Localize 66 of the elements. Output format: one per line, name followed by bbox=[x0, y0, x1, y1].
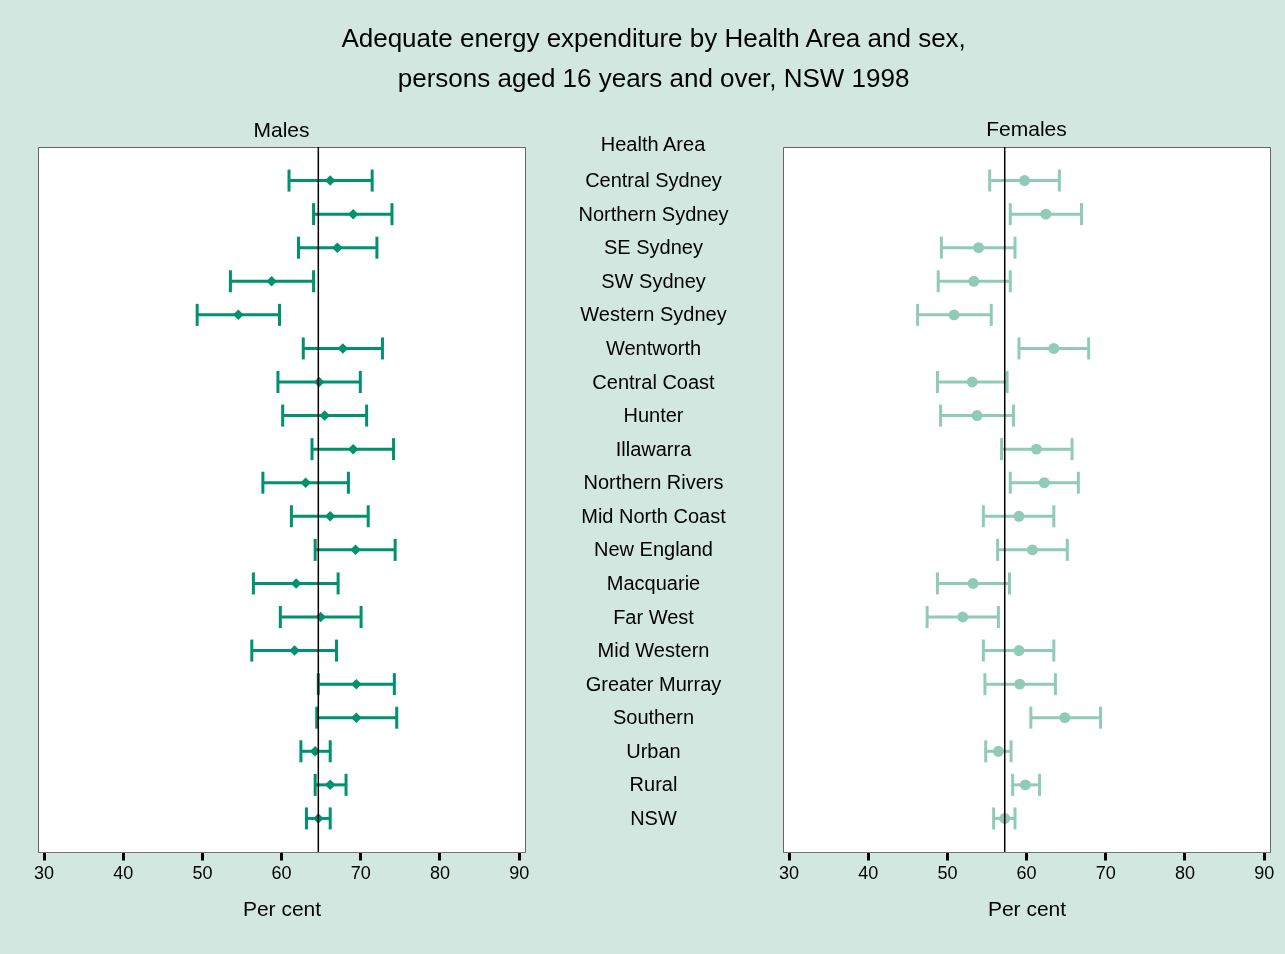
y-tick-label: SE Sydney bbox=[604, 236, 703, 259]
x-tick-label: 80 bbox=[429, 862, 450, 883]
x-tick-label: 40 bbox=[858, 862, 879, 883]
point bbox=[973, 242, 985, 254]
y-tick-label: Greater Murray bbox=[585, 672, 722, 695]
y-tick-label: Mid North Coast bbox=[581, 504, 727, 527]
point bbox=[266, 276, 277, 287]
point bbox=[1019, 779, 1031, 791]
point bbox=[967, 577, 979, 589]
x-tick-label: 30 bbox=[779, 862, 800, 883]
point bbox=[1013, 645, 1025, 657]
point bbox=[968, 275, 980, 287]
x-tick-label: 50 bbox=[937, 862, 958, 883]
y-axis-title: Health Area bbox=[600, 133, 707, 155]
x-tick-label: 60 bbox=[271, 862, 292, 883]
y-tick-label: SW Sydney bbox=[601, 269, 706, 292]
point bbox=[957, 611, 969, 623]
y-tick-label: Urban bbox=[626, 739, 681, 762]
y-tick-label: New England bbox=[594, 538, 713, 561]
x-tick-label: 30 bbox=[34, 862, 55, 883]
x-tick-label: 40 bbox=[113, 862, 134, 883]
x-tick-label: 90 bbox=[1254, 862, 1275, 883]
text: Adequate energy expenditure by Health Area and sex, persons aged 16 years and over, NSW 1998 bbox=[341, 22, 966, 93]
point bbox=[1048, 342, 1060, 354]
point bbox=[1059, 712, 1071, 724]
chart-subtitle: Females bbox=[986, 117, 1067, 141]
chart-subtitle: Males bbox=[253, 118, 310, 141]
y-tick-label: Macquarie bbox=[606, 571, 701, 594]
x-tick-label: 90 bbox=[509, 862, 530, 883]
point bbox=[351, 712, 362, 723]
point bbox=[233, 309, 244, 321]
point bbox=[966, 376, 978, 388]
point bbox=[1013, 510, 1025, 522]
x-axis-title: Per cent bbox=[242, 896, 322, 920]
point bbox=[1019, 175, 1030, 187]
y-tick-label: Illawarra bbox=[615, 437, 693, 460]
point bbox=[1030, 443, 1042, 455]
y-tick-label: Mid Western bbox=[597, 639, 710, 662]
y-tick-label: Northern Sydney bbox=[578, 202, 729, 225]
y-tick-label: Central Coast bbox=[592, 370, 716, 393]
y-tick-label: Hunter bbox=[623, 404, 684, 427]
y-tick-label: Rural bbox=[629, 773, 678, 796]
point bbox=[1040, 208, 1052, 220]
y-tick-label: Northern Rivers bbox=[583, 471, 724, 494]
point bbox=[350, 544, 361, 556]
x-tick-label: 60 bbox=[1016, 862, 1037, 883]
y-tick-label: NSW bbox=[630, 806, 677, 829]
point bbox=[300, 477, 311, 488]
point bbox=[351, 678, 362, 690]
point bbox=[992, 745, 1004, 757]
x-axis-title: Per cent bbox=[987, 896, 1067, 920]
x-tick-label: 50 bbox=[192, 862, 213, 883]
y-tick-label: Southern bbox=[612, 706, 695, 729]
y-tick-label: Far West bbox=[613, 605, 695, 628]
y-tick-label: Western Sydney bbox=[580, 303, 727, 326]
point bbox=[948, 309, 960, 321]
x-tick-label: 70 bbox=[350, 862, 371, 883]
x-tick-label: 70 bbox=[1095, 862, 1116, 883]
point bbox=[332, 242, 343, 253]
y-tick-label: Central Sydney bbox=[585, 169, 722, 192]
x-tick-label: 80 bbox=[1174, 862, 1195, 883]
point bbox=[1026, 544, 1038, 556]
point bbox=[1014, 678, 1026, 690]
point bbox=[1038, 477, 1050, 489]
point bbox=[971, 410, 983, 422]
y-tick-label: Wentworth bbox=[605, 336, 702, 359]
